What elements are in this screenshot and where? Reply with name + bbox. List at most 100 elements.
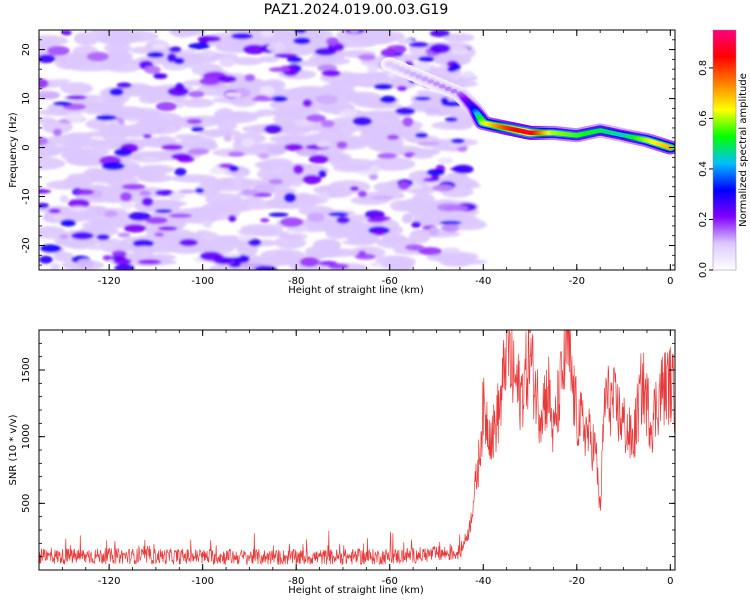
- noise-cell: [76, 258, 94, 269]
- noise-cell: [411, 154, 433, 160]
- noise-cell: [292, 164, 304, 175]
- noise-cell: [299, 257, 320, 267]
- noise-cell: [461, 70, 475, 79]
- bottom-x-ticks: -120 -100 -80 -60 -40 -20 0: [38, 330, 674, 587]
- noise-cell-faint: [229, 94, 258, 108]
- x-tick-label: -80: [288, 576, 304, 587]
- noise-cell: [128, 211, 152, 221]
- noise-cell: [86, 51, 109, 62]
- noise-cell: [217, 75, 237, 83]
- noise-cell-faint: [285, 30, 326, 41]
- noise-cell: [404, 243, 425, 251]
- noise-cell-faint: [179, 143, 219, 150]
- noise-cell: [155, 189, 175, 196]
- noise-cell: [252, 183, 275, 194]
- noise-cell: [167, 86, 189, 97]
- noise-cell: [139, 156, 159, 162]
- noise-cell: [109, 87, 124, 97]
- noise-cell: [268, 212, 289, 217]
- noise-cell: [202, 231, 219, 241]
- bottom-y-ticks: 500 1000 1500: [21, 329, 675, 571]
- noise-cell: [119, 192, 132, 202]
- noise-cell: [387, 134, 400, 141]
- noise-cell-faint: [96, 31, 143, 45]
- snr-frame: [38, 329, 676, 571]
- noise-cell: [302, 174, 322, 185]
- noise-cell: [426, 168, 445, 177]
- noise-cell-faint: [231, 57, 264, 66]
- noise-cell: [358, 250, 367, 258]
- noise-cell: [357, 190, 368, 198]
- noise-cells: [39, 30, 488, 270]
- noise-cell: [451, 46, 470, 55]
- noise-cell: [254, 265, 278, 270]
- noise-cell: [371, 195, 394, 201]
- noise-cell: [397, 38, 414, 45]
- ridge-cell: [438, 84, 446, 89]
- y-tick-label: 1500: [21, 357, 32, 382]
- noise-cell: [170, 192, 180, 197]
- noise-cell: [369, 261, 383, 268]
- noise-cell-faint: [444, 172, 470, 184]
- noise-cell: [284, 143, 304, 151]
- noise-cell-faint: [321, 152, 352, 163]
- y-tick-label: 0: [21, 144, 32, 150]
- noise-cell: [290, 181, 302, 187]
- noise-cell: [168, 213, 192, 219]
- noise-cell-faint: [409, 229, 431, 244]
- colorbar-tick-label: 0.0: [698, 262, 709, 278]
- noise-cell: [39, 255, 53, 264]
- noise-cell: [315, 94, 338, 105]
- colorbar-gradient: [712, 29, 737, 271]
- noise-cell-faint: [170, 174, 217, 183]
- top-x-ticks: -120 -100 -80 -60 -40 -20 0: [38, 30, 674, 287]
- noise-cell: [336, 141, 348, 149]
- noise-cell: [101, 162, 125, 171]
- noise-cell-faint: [73, 31, 100, 46]
- noise-cell: [260, 218, 270, 223]
- noise-cell: [437, 157, 454, 164]
- noise-cell: [61, 30, 72, 36]
- x-tick-label: -100: [191, 276, 214, 287]
- noise-cell: [321, 69, 341, 77]
- noise-cell: [176, 229, 192, 236]
- noise-cell-faint: [81, 220, 130, 230]
- noise-cell-faint: [333, 164, 373, 173]
- spectrogram-frame: [38, 29, 676, 271]
- ridge-cell: [421, 76, 429, 82]
- noise-cell: [65, 112, 84, 123]
- noise-cell: [120, 200, 134, 210]
- noise-cell: [418, 56, 435, 63]
- noise-cell: [194, 187, 205, 194]
- noise-cell: [294, 30, 307, 34]
- ridge-cell: [415, 74, 423, 79]
- noise-cell: [66, 95, 87, 100]
- y-tick-label: -20: [21, 237, 32, 253]
- noise-cell-faint: [209, 129, 233, 136]
- noise-cell: [209, 167, 227, 175]
- noise-cell: [318, 260, 338, 266]
- noise-cell-faint: [39, 35, 69, 47]
- noise-cell: [293, 37, 311, 45]
- noise-cell: [368, 173, 379, 180]
- noise-cell: [381, 220, 399, 228]
- noise-cell: [144, 65, 161, 74]
- noise-cell: [222, 253, 242, 258]
- noise-cell: [274, 53, 298, 58]
- noise-cell: [258, 153, 270, 160]
- noise-cell: [377, 152, 398, 159]
- ridge-cell: [386, 62, 394, 67]
- noise-cell: [396, 85, 408, 91]
- noise-cell: [308, 154, 329, 164]
- x-tick-label: -60: [382, 576, 398, 587]
- noise-cell-faint: [390, 200, 413, 212]
- noise-cell: [450, 138, 465, 144]
- noise-cell-faint: [224, 111, 265, 119]
- noise-cell: [439, 220, 462, 225]
- noise-cell-faint: [343, 72, 375, 87]
- noise-cell: [200, 49, 215, 58]
- noise-cell: [432, 184, 455, 192]
- colorbar: 0.0 0.2 0.4 0.6 0.8 Normalized spectral ampl…: [698, 29, 749, 278]
